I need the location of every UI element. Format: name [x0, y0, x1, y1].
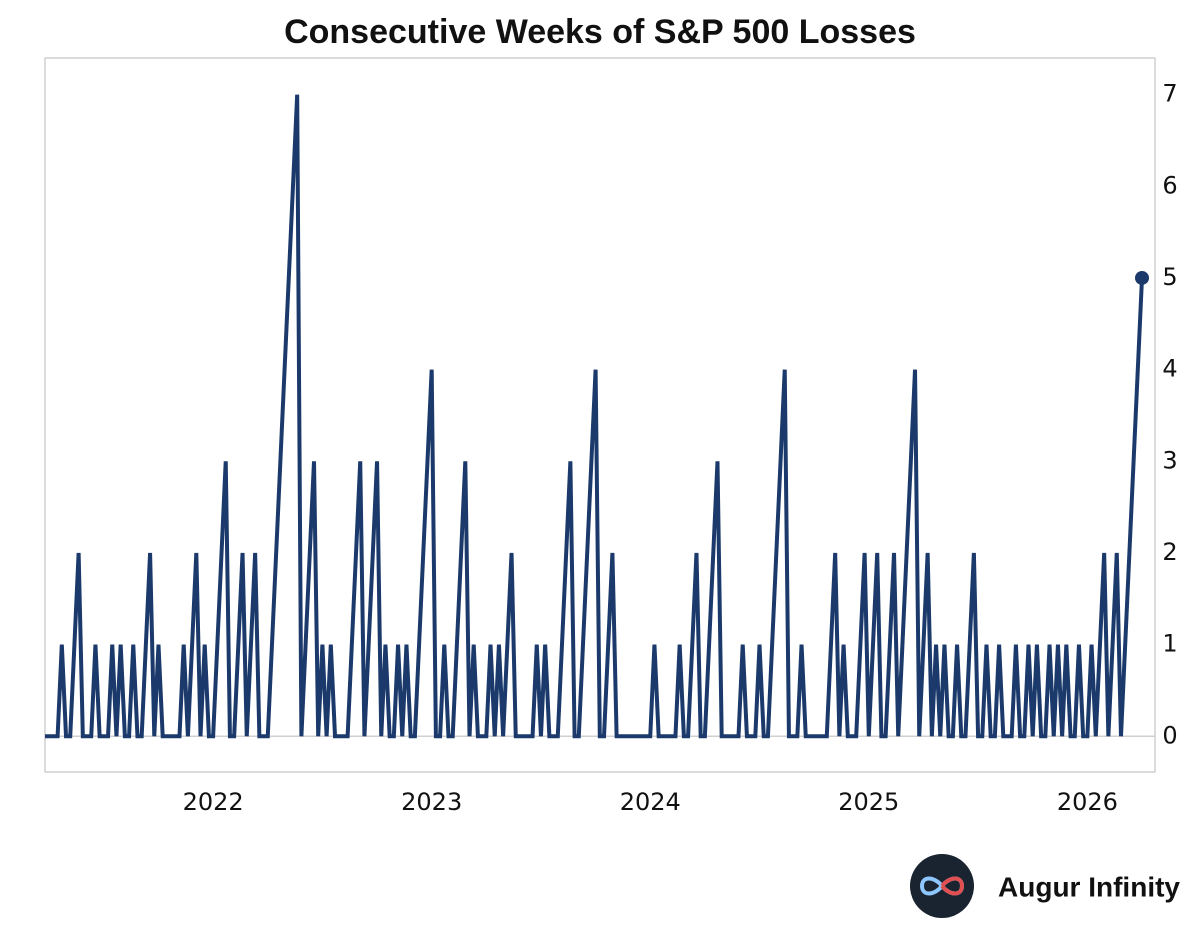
x-tick-label: 2026	[1057, 788, 1118, 816]
y-tick-label: 3	[1162, 446, 1177, 474]
x-tick-label: 2025	[838, 788, 899, 816]
y-tick-label: 1	[1162, 630, 1177, 658]
series-line	[45, 94, 1144, 739]
y-tick-label: 2	[1162, 538, 1177, 566]
y-tick-label: 0	[1162, 721, 1177, 749]
x-tick-label: 2024	[620, 788, 681, 816]
chart-title: Consecutive Weeks of S&P 500 Losses	[284, 13, 916, 51]
y-tick-label: 7	[1162, 80, 1177, 108]
y-tick-label: 5	[1162, 263, 1177, 291]
y-tick-label: 6	[1162, 171, 1177, 199]
x-tick-label: 2023	[401, 788, 462, 816]
brand-name: Augur Infinity	[998, 871, 1180, 902]
x-tick-label: 2022	[183, 788, 244, 816]
y-tick-label: 4	[1162, 355, 1177, 383]
logo	[910, 854, 974, 918]
last-point-marker	[1135, 270, 1149, 285]
plot-frame	[44, 57, 1156, 773]
logo-icon	[940, 876, 965, 896]
